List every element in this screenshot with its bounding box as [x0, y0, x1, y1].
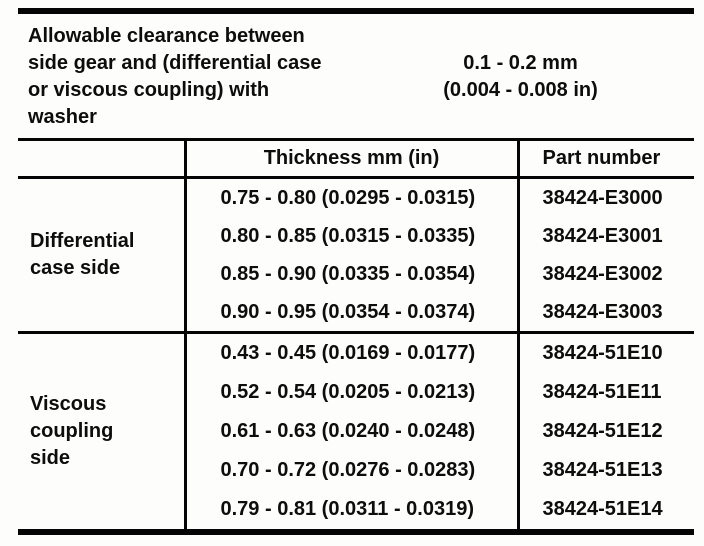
table-row: 0.70 - 0.72 (0.0276 - 0.0283) 38424-51E1… [18, 451, 694, 490]
part-number: 38424-51E11 [542, 381, 662, 403]
clearance-value-imperial: (0.004 - 0.008 in) [443, 79, 598, 101]
column-header-part-number: Part number [518, 139, 694, 179]
section-differential-case-side: Differential case side 0.75 - 0.80 (0.02… [18, 177, 694, 333]
thickness-value: 0.90 - 0.95 (0.0354 - 0.0374) [183, 293, 520, 333]
part-number: 38424-E3003 [542, 300, 663, 323]
thickness-value: 0.79 - 0.81 (0.0311 - 0.0319) [183, 490, 520, 532]
table-row: 0.85 - 0.90 (0.0335 - 0.0354) 38424-E300… [18, 255, 694, 293]
column-header-thickness: Thickness mm (in) [183, 139, 520, 179]
clearance-spec: Allowable clearance between side gear an… [18, 23, 694, 131]
column-header-side [18, 139, 185, 179]
table-row: 0.61 - 0.63 (0.0240 - 0.0248) 38424-51E1… [18, 412, 694, 451]
part-number: 38424-E3002 [542, 262, 663, 285]
clearance-spec-value: 0.1 - 0.2 mm (0.004 - 0.008 in) [403, 50, 638, 131]
thickness-value: 0.85 - 0.90 (0.0335 - 0.0354) [183, 255, 520, 293]
clearance-spec-label: Allowable clearance between side gear an… [18, 23, 403, 131]
clearance-spec-label-line: or viscous coupling) with [28, 79, 270, 101]
table-row: 0.79 - 0.81 (0.0311 - 0.0319) 38424-51E1… [18, 490, 694, 532]
table-row: Differential case side 0.75 - 0.80 (0.02… [18, 177, 694, 279]
part-number: 38424-E3000 [542, 186, 663, 209]
clearance-spec-label-line: washer [28, 106, 97, 128]
part-number: 38424-51E10 [542, 342, 663, 364]
thickness-value: 0.52 - 0.54 (0.0205 - 0.0213) [183, 373, 520, 412]
thickness-value: 0.70 - 0.72 (0.0276 - 0.0283) [183, 451, 520, 490]
top-rule-divider [18, 8, 694, 14]
section-label-differential: Differential case side [30, 230, 135, 279]
part-number: 38424-E3001 [542, 224, 663, 247]
thickness-value: 0.80 - 0.85 (0.0315 - 0.0335) [183, 217, 520, 255]
part-number: 38424-51E12 [542, 420, 663, 442]
section-viscous-coupling-side: Viscous coupling side 0.43 - 0.45 (0.016… [18, 332, 694, 532]
thickness-value: 0.43 - 0.45 (0.0169 - 0.0177) [183, 332, 520, 373]
part-number: 38424-51E14 [542, 498, 663, 520]
section-label-viscous: Viscous coupling side [30, 393, 114, 469]
thickness-value: 0.61 - 0.63 (0.0240 - 0.0248) [183, 412, 520, 451]
table-row: 0.80 - 0.85 (0.0315 - 0.0335) 38424-E300… [18, 217, 694, 255]
part-number: 38424-51E13 [542, 459, 663, 481]
washer-thickness-table: Thickness mm (in) Part number Differenti… [18, 138, 694, 535]
clearance-spec-label-line: side gear and (differential case [28, 52, 322, 74]
clearance-spec-label-line: Allowable clearance between [28, 25, 305, 47]
table-row: Viscous coupling side 0.43 - 0.45 (0.016… [18, 332, 694, 469]
table-row: 0.52 - 0.54 (0.0205 - 0.0213) 38424-51E1… [18, 373, 694, 412]
table-header-row: Thickness mm (in) Part number [18, 139, 694, 179]
table-row: 0.90 - 0.95 (0.0354 - 0.0374) 38424-E300… [18, 293, 694, 333]
thickness-value: 0.75 - 0.80 (0.0295 - 0.0315) [183, 177, 520, 217]
clearance-value-metric: 0.1 - 0.2 mm [463, 52, 578, 74]
